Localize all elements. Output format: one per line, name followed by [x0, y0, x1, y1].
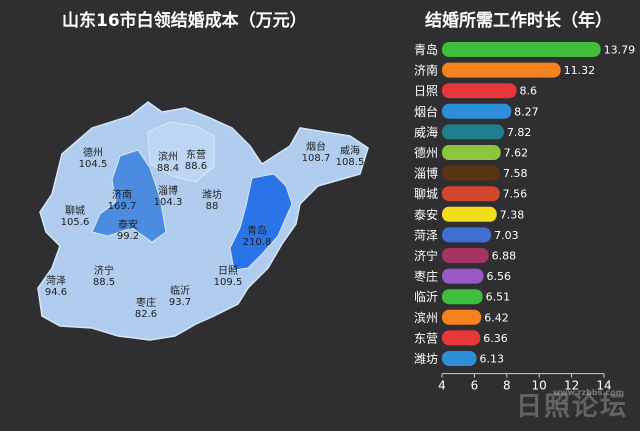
city-value-5: 169.7 — [108, 201, 137, 212]
city-value-7: 88 — [206, 201, 219, 212]
bar-category-label: 日照 — [414, 84, 438, 98]
bar-category-label: 青岛 — [414, 42, 438, 57]
bar-value-label: 8.6 — [520, 85, 538, 98]
bar-category-label: 菏泽 — [414, 228, 438, 242]
city-label-15: 临沂 — [170, 284, 190, 297]
city-label-13: 菏泽 — [46, 275, 66, 287]
bar-value-label: 7.62 — [504, 147, 529, 160]
city-label-4: 威海 — [340, 144, 360, 157]
bar — [442, 145, 501, 160]
bar-category-label: 济南 — [414, 63, 438, 78]
x-tick-label: 14 — [596, 379, 611, 393]
x-tick-label: 10 — [532, 379, 547, 393]
bar-chart: 青岛 13.79 济南 11.32 日照 8.6 烟台 8.27 威海 7.82 德州 7.62 淄博 7… — [414, 42, 636, 393]
bar-value-label: 6.88 — [492, 250, 517, 263]
city-value-14: 82.6 — [135, 309, 157, 320]
city-label-1: 滨州 — [158, 150, 178, 163]
qingdao-shape — [229, 173, 293, 271]
bar-category-label: 烟台 — [414, 104, 438, 119]
city-label-2: 东营 — [186, 148, 206, 161]
city-value-15: 93.7 — [169, 297, 191, 308]
bar — [442, 124, 504, 140]
city-value-11: 109.5 — [214, 277, 243, 288]
watermark: 日照论坛 www.rzbbs.com — [516, 386, 628, 423]
city-value-0: 104.5 — [79, 159, 108, 170]
x-tick-label: 12 — [564, 379, 579, 393]
bar-category-label: 东营 — [414, 331, 438, 345]
bar-category-label: 聊城 — [414, 187, 438, 201]
bar — [442, 227, 492, 243]
bar — [442, 165, 500, 181]
map-title: 山东16市白领结婚成本（万元） — [62, 11, 307, 31]
bar — [442, 309, 482, 325]
bar-category-label: 威海 — [414, 124, 438, 139]
city-label-14: 枣庄 — [136, 296, 156, 309]
x-tick-label: 4 — [438, 379, 446, 393]
bar-value-label: 11.32 — [564, 64, 596, 77]
bar-value-label: 6.42 — [484, 311, 509, 324]
bar-value-label: 7.56 — [503, 188, 528, 201]
bar-value-label: 6.56 — [486, 270, 511, 283]
bar — [442, 103, 512, 119]
bar — [442, 268, 484, 284]
bar-category-label: 泰安 — [414, 207, 438, 222]
jinan-shape — [91, 149, 167, 243]
city-label-12: 济宁 — [94, 264, 114, 277]
bar — [442, 62, 561, 78]
bar-value-label: 7.38 — [500, 208, 525, 221]
bar — [442, 351, 477, 366]
city-label-11: 日照 — [218, 265, 238, 277]
bar-category-label: 淄博 — [414, 166, 438, 181]
bar-category-label: 济宁 — [414, 248, 438, 263]
city-label-10: 青岛 — [247, 224, 267, 237]
bar-value-label: 8.27 — [514, 105, 539, 118]
bar-value-label: 7.82 — [507, 126, 532, 139]
bar — [442, 42, 601, 57]
bar-category-label: 枣庄 — [414, 269, 438, 284]
bar — [442, 186, 500, 202]
bar — [442, 289, 483, 305]
bar — [442, 206, 497, 222]
bar-category-label: 滨州 — [414, 310, 438, 325]
city-label-0: 德州 — [83, 146, 103, 159]
city-label-3: 烟台 — [306, 140, 326, 153]
bar-value-label: 7.03 — [494, 229, 519, 242]
city-label-6: 淄博 — [158, 184, 178, 197]
city-value-2: 88.6 — [185, 161, 207, 172]
bar — [442, 330, 481, 346]
city-value-10: 210.8 — [243, 237, 272, 248]
city-label-8: 聊城 — [65, 204, 85, 217]
city-label-7: 潍坊 — [202, 188, 222, 201]
watermark-text: 日照论坛 — [515, 392, 628, 422]
x-tick-label: 8 — [503, 379, 511, 393]
bar-value-label: 6.51 — [486, 291, 511, 304]
bar-value-label: 7.58 — [503, 167, 527, 180]
bar — [442, 83, 517, 99]
city-value-9: 99.2 — [117, 231, 139, 242]
north-shape — [147, 121, 215, 183]
bar-category-label: 德州 — [414, 145, 438, 160]
bar-value-label: 6.36 — [483, 332, 508, 345]
bar-category-label: 潍坊 — [414, 351, 438, 366]
city-value-6: 104.3 — [154, 197, 183, 208]
city-value-8: 105.6 — [61, 217, 90, 228]
x-tick-label: 6 — [471, 379, 479, 393]
city-value-4: 108.5 — [336, 157, 365, 168]
bar-category-label: 临沂 — [414, 290, 438, 304]
city-value-1: 88.4 — [157, 163, 179, 174]
bar-chart-title: 结婚所需工作时长（年） — [425, 11, 612, 31]
city-label-5: 济南 — [112, 188, 132, 201]
bar — [442, 248, 489, 263]
city-value-3: 108.7 — [302, 153, 331, 164]
watermark-sub: www.rzbbs.com — [552, 388, 624, 397]
city-label-9: 泰安 — [118, 218, 138, 231]
bar-value-label: 13.79 — [604, 44, 636, 57]
bar-value-label: 6.13 — [480, 353, 505, 366]
city-value-12: 88.5 — [93, 277, 115, 288]
city-value-13: 94.6 — [45, 287, 67, 298]
